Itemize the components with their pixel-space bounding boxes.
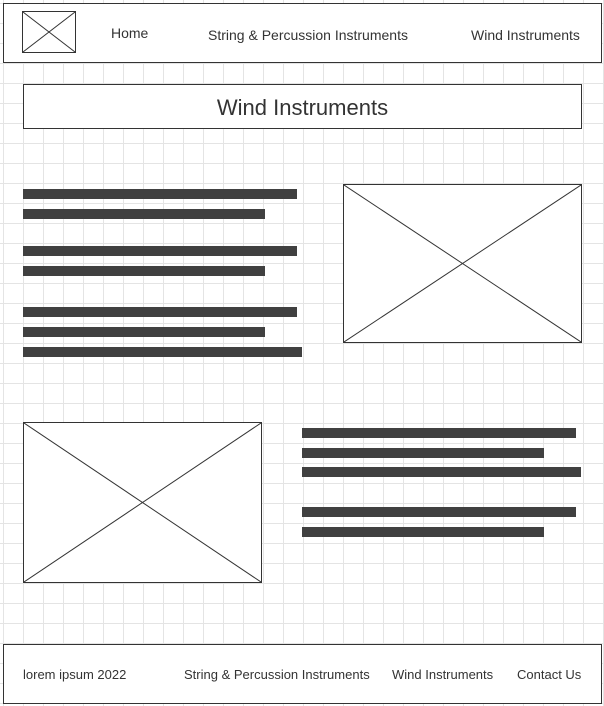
text-line-placeholder — [23, 266, 265, 276]
logo-image-placeholder-icon[interactable] — [22, 11, 76, 53]
text-line-placeholder — [302, 527, 544, 537]
page-title-box: Wind Instruments — [23, 84, 582, 129]
text-line-placeholder — [23, 246, 297, 256]
text-line-placeholder — [302, 467, 581, 477]
text-line-placeholder — [302, 507, 576, 517]
site-header — [3, 3, 602, 63]
nav-wind-instruments-link[interactable]: Wind Instruments — [471, 27, 580, 43]
site-footer — [3, 644, 602, 704]
text-line-placeholder — [302, 448, 544, 458]
nav-home-link[interactable]: Home — [111, 25, 149, 41]
footer-copyright: lorem ipsum 2022 — [23, 667, 127, 682]
text-line-placeholder — [23, 347, 302, 357]
image-placeholder-icon — [343, 184, 582, 343]
text-line-placeholder — [23, 307, 297, 317]
footer-contact-link[interactable]: Contact Us — [517, 667, 582, 682]
image-placeholder-icon — [23, 422, 262, 583]
footer-wind-instruments-link[interactable]: Wind Instruments — [392, 667, 494, 682]
footer-string-percussion-link[interactable]: String & Percussion Instruments — [184, 667, 370, 682]
page-title: Wind Instruments — [216, 95, 389, 120]
nav-string-percussion-link[interactable]: String & Percussion Instruments — [208, 27, 408, 43]
image-cross-icon — [344, 185, 581, 342]
text-line-placeholder — [23, 327, 265, 337]
text-line-placeholder — [23, 189, 297, 199]
text-line-placeholder — [302, 428, 576, 438]
text-line-placeholder — [23, 209, 265, 219]
image-cross-icon — [24, 423, 261, 582]
logo-cross-icon — [23, 12, 75, 52]
